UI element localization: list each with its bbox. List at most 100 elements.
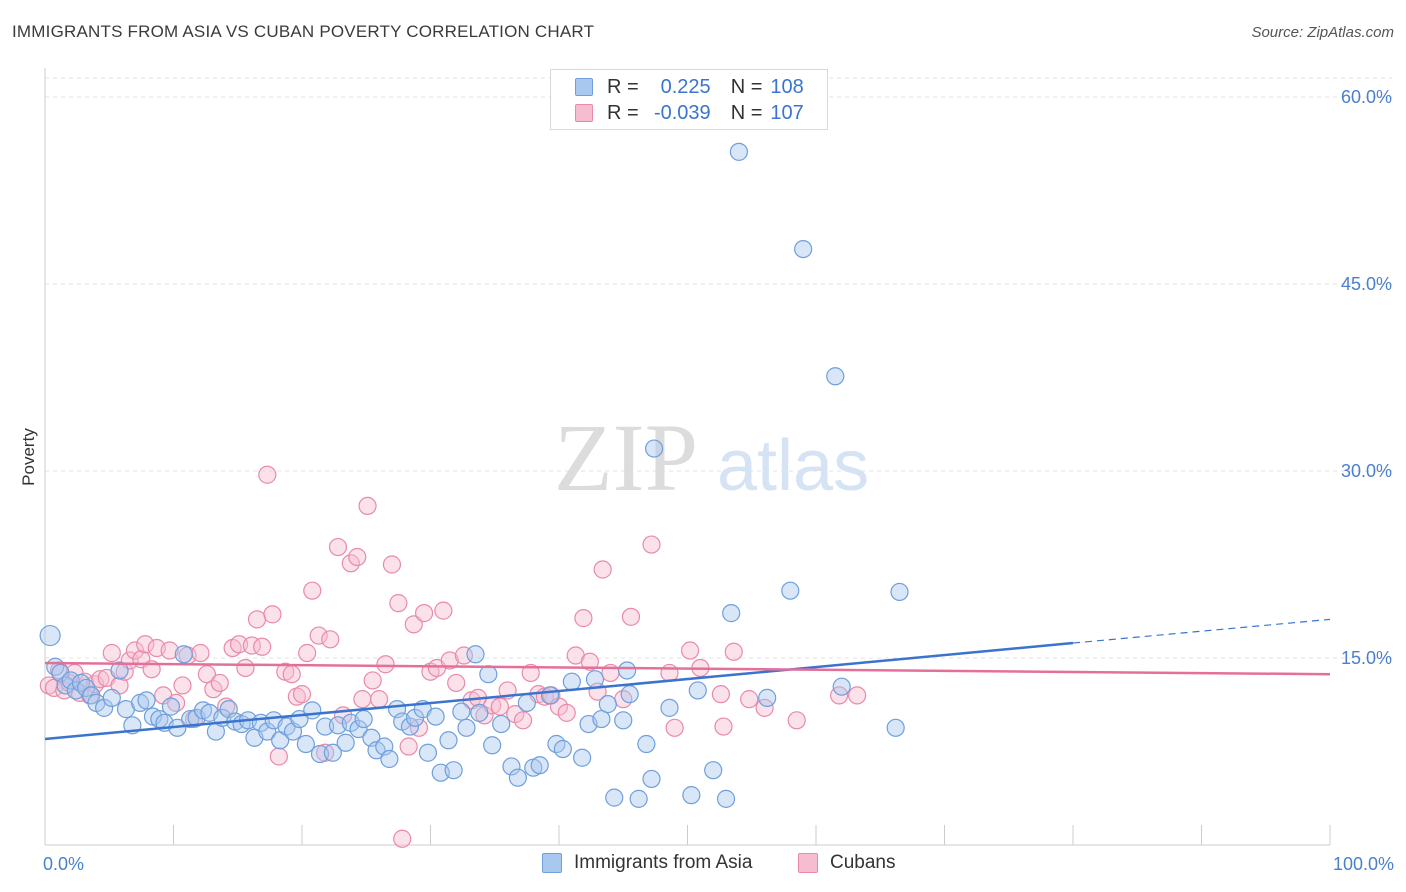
- cubans-point: [399, 737, 418, 756]
- cubans-point: [292, 685, 312, 704]
- watermark-zip: ZIP: [554, 404, 698, 511]
- asia-point: [400, 717, 420, 736]
- asia-point: [452, 702, 471, 721]
- asia-point: [794, 239, 813, 259]
- y-tick-label: 45.0%: [1341, 274, 1392, 294]
- asia-point: [508, 768, 527, 787]
- cubans-point: [404, 615, 423, 634]
- asia-point: [781, 581, 800, 600]
- cubans-point: [236, 658, 255, 678]
- cubans-point: [714, 717, 733, 736]
- grid-lines: [45, 77, 1392, 659]
- asia-point: [95, 698, 114, 717]
- asia-point: [110, 661, 129, 680]
- asia-point: [137, 691, 156, 710]
- asia-point: [553, 739, 572, 759]
- cubans-point: [86, 675, 105, 694]
- asia-point: [316, 717, 335, 736]
- cubans-point: [298, 643, 317, 663]
- asia-point: [758, 688, 777, 707]
- cubans-point: [229, 635, 249, 654]
- cubans-point: [269, 747, 288, 766]
- cubans-point: [382, 555, 402, 574]
- asia-point: [644, 439, 664, 458]
- cubans-point: [303, 581, 322, 600]
- asia-point: [592, 709, 611, 729]
- n-value: 107: [770, 101, 804, 124]
- cubans-point: [513, 711, 533, 730]
- asia-point: [573, 748, 592, 767]
- legend-swatch-pink: [575, 104, 593, 122]
- asia-point: [174, 645, 193, 664]
- cubans-point: [348, 547, 367, 567]
- asia-point: [585, 670, 605, 689]
- legend-item-asia[interactable]: Immigrants from Asia: [542, 852, 752, 874]
- asia-point: [296, 734, 315, 754]
- asia-point: [540, 686, 560, 705]
- asia-point: [56, 676, 75, 695]
- cubans-point: [574, 609, 593, 628]
- cubans-point: [711, 685, 731, 704]
- asia-point: [457, 718, 476, 737]
- asia-point: [517, 693, 536, 712]
- n-label: N =: [730, 101, 763, 124]
- cubans-point: [136, 635, 155, 654]
- cubans-point: [642, 535, 661, 554]
- cubans-point: [370, 690, 389, 709]
- cubans-point: [389, 594, 408, 613]
- r-value: 0.225: [660, 75, 711, 98]
- cubans-point: [521, 663, 540, 683]
- asia-point: [620, 685, 639, 704]
- asia-point: [310, 744, 330, 764]
- cubans-point: [740, 690, 759, 709]
- asia-point: [39, 624, 61, 647]
- asia-point: [642, 769, 661, 789]
- asia-point: [71, 673, 91, 693]
- n-label: N =: [730, 75, 763, 98]
- legend-item-cubans[interactable]: Cubans: [798, 852, 896, 874]
- legend-label: Cubans: [830, 852, 896, 873]
- cubans-point: [91, 670, 110, 689]
- cubans-point: [393, 829, 412, 848]
- asia-point: [502, 757, 521, 776]
- r-label: R =: [607, 75, 639, 98]
- asia-point: [336, 733, 355, 752]
- cubans-point: [253, 637, 272, 656]
- asia-point: [890, 582, 909, 602]
- cubans-point: [665, 718, 684, 737]
- asia-point: [716, 789, 736, 808]
- cubans-point: [309, 626, 328, 645]
- asia-point: [444, 761, 463, 780]
- cubans-point: [210, 673, 229, 693]
- cubans-point: [191, 643, 210, 663]
- legend-row-cubans: R = -0.039 N = 107: [575, 101, 804, 125]
- source-credit: Source: ZipAtlas.com: [1251, 24, 1394, 41]
- asia-point: [629, 789, 648, 808]
- cubans-point: [263, 605, 282, 624]
- legend-label: Immigrants from Asia: [574, 852, 753, 873]
- asia-point: [598, 695, 617, 714]
- cubans-point: [376, 655, 395, 674]
- asia-point: [618, 661, 637, 680]
- cubans-point: [160, 641, 179, 660]
- n-value: 108: [770, 75, 804, 98]
- y-tick-label: 15.0%: [1341, 648, 1392, 668]
- legend-swatch-blue: [575, 78, 593, 96]
- cubans-point: [328, 537, 348, 557]
- legend-stats: R = 0.225 N = 108 R = -0.039 N = 107: [550, 69, 828, 130]
- cubans-point: [173, 676, 192, 695]
- asia-point: [418, 743, 438, 762]
- x-tick-label: 100.0%: [1333, 854, 1394, 874]
- asia-point: [704, 761, 723, 780]
- axes: [44, 68, 1331, 846]
- asia-point: [637, 734, 656, 754]
- trend-line-asia-extension: [1072, 618, 1331, 644]
- cubans-point: [580, 652, 599, 671]
- cubans-point: [454, 646, 474, 665]
- cubans-point: [353, 690, 372, 709]
- asia-point: [181, 709, 200, 729]
- cubans-point: [363, 671, 382, 690]
- cubans-point: [557, 703, 576, 722]
- asia-point: [682, 786, 701, 805]
